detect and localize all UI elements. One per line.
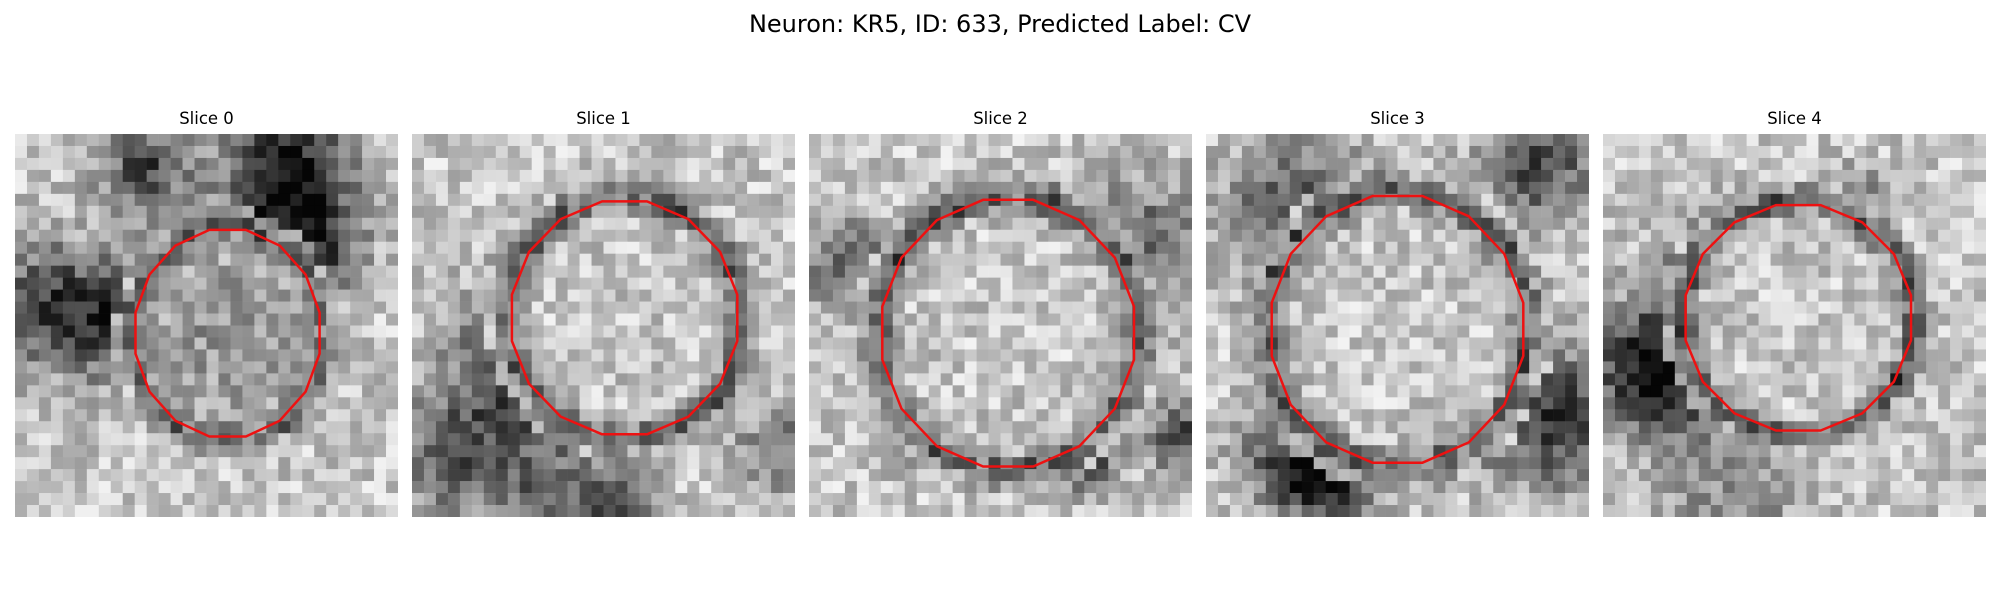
slice-panel-2: Slice 2 (809, 108, 1192, 517)
slice-title-4: Slice 4 (1767, 109, 1822, 128)
slice-pixels-0 (15, 134, 398, 517)
slice-title-2: Slice 2 (973, 109, 1028, 128)
contour-outline-3 (1270, 194, 1525, 464)
slice-panel-1: Slice 1 (412, 108, 795, 517)
slice-pixels-1 (412, 134, 795, 517)
slice-pixels-3 (1206, 134, 1589, 517)
slice-image-2 (809, 134, 1192, 517)
slice-title-3: Slice 3 (1370, 109, 1425, 128)
slice-title-0: Slice 0 (179, 109, 234, 128)
slice-pixels-4 (1603, 134, 1986, 517)
slice-image-1 (412, 134, 795, 517)
slice-image-0 (15, 134, 398, 517)
contour-outline-0 (134, 228, 321, 438)
contour-outline-1 (510, 200, 739, 436)
figure-title: Neuron: KR5, ID: 633, Predicted Label: C… (748, 10, 1252, 38)
slice-image-3 (1206, 134, 1589, 517)
slice-panel-3: Slice 3 (1206, 108, 1589, 517)
slice-pixels-2 (809, 134, 1192, 517)
slice-panel-4: Slice 4 (1603, 108, 1986, 517)
contour-outline-4 (1684, 203, 1913, 432)
slice-title-1: Slice 1 (576, 109, 631, 128)
slice-image-4 (1603, 134, 1986, 517)
contour-outline-2 (881, 198, 1136, 468)
slice-panel-0: Slice 0 (15, 108, 398, 517)
